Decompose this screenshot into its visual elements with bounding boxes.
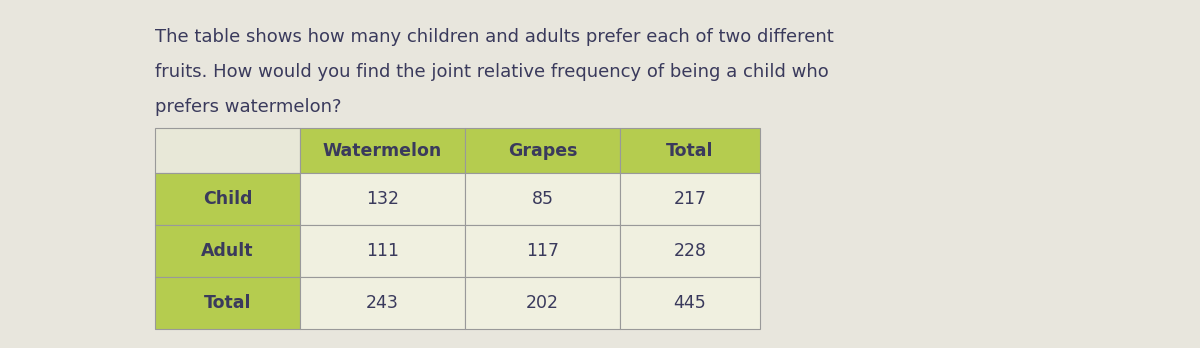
Text: Child: Child [203,190,252,208]
Bar [620,173,760,225]
Text: 132: 132 [366,190,398,208]
Text: Grapes: Grapes [508,142,577,159]
Bar [300,225,466,277]
Bar [300,173,466,225]
Text: Watermelon: Watermelon [323,142,442,159]
Bar [155,173,300,225]
Bar [300,128,466,173]
Bar [466,173,620,225]
Text: Total: Total [204,294,251,312]
Text: 243: 243 [366,294,398,312]
Bar [620,128,760,173]
Text: 117: 117 [526,242,559,260]
Text: 445: 445 [673,294,707,312]
Text: The table shows how many children and adults prefer each of two different: The table shows how many children and ad… [155,28,834,46]
Text: 228: 228 [673,242,707,260]
Text: Total: Total [666,142,714,159]
Bar [155,277,300,329]
Bar [466,277,620,329]
Bar [466,128,620,173]
Text: 111: 111 [366,242,398,260]
Bar [155,225,300,277]
Bar [300,277,466,329]
Text: Adult: Adult [202,242,253,260]
Bar [466,225,620,277]
Text: prefers watermelon?: prefers watermelon? [155,98,342,116]
Text: 85: 85 [532,190,553,208]
Text: 217: 217 [673,190,707,208]
Text: 202: 202 [526,294,559,312]
Text: fruits. How would you find the joint relative frequency of being a child who: fruits. How would you find the joint rel… [155,63,829,81]
Bar [155,128,300,173]
Bar [620,277,760,329]
Bar [620,225,760,277]
